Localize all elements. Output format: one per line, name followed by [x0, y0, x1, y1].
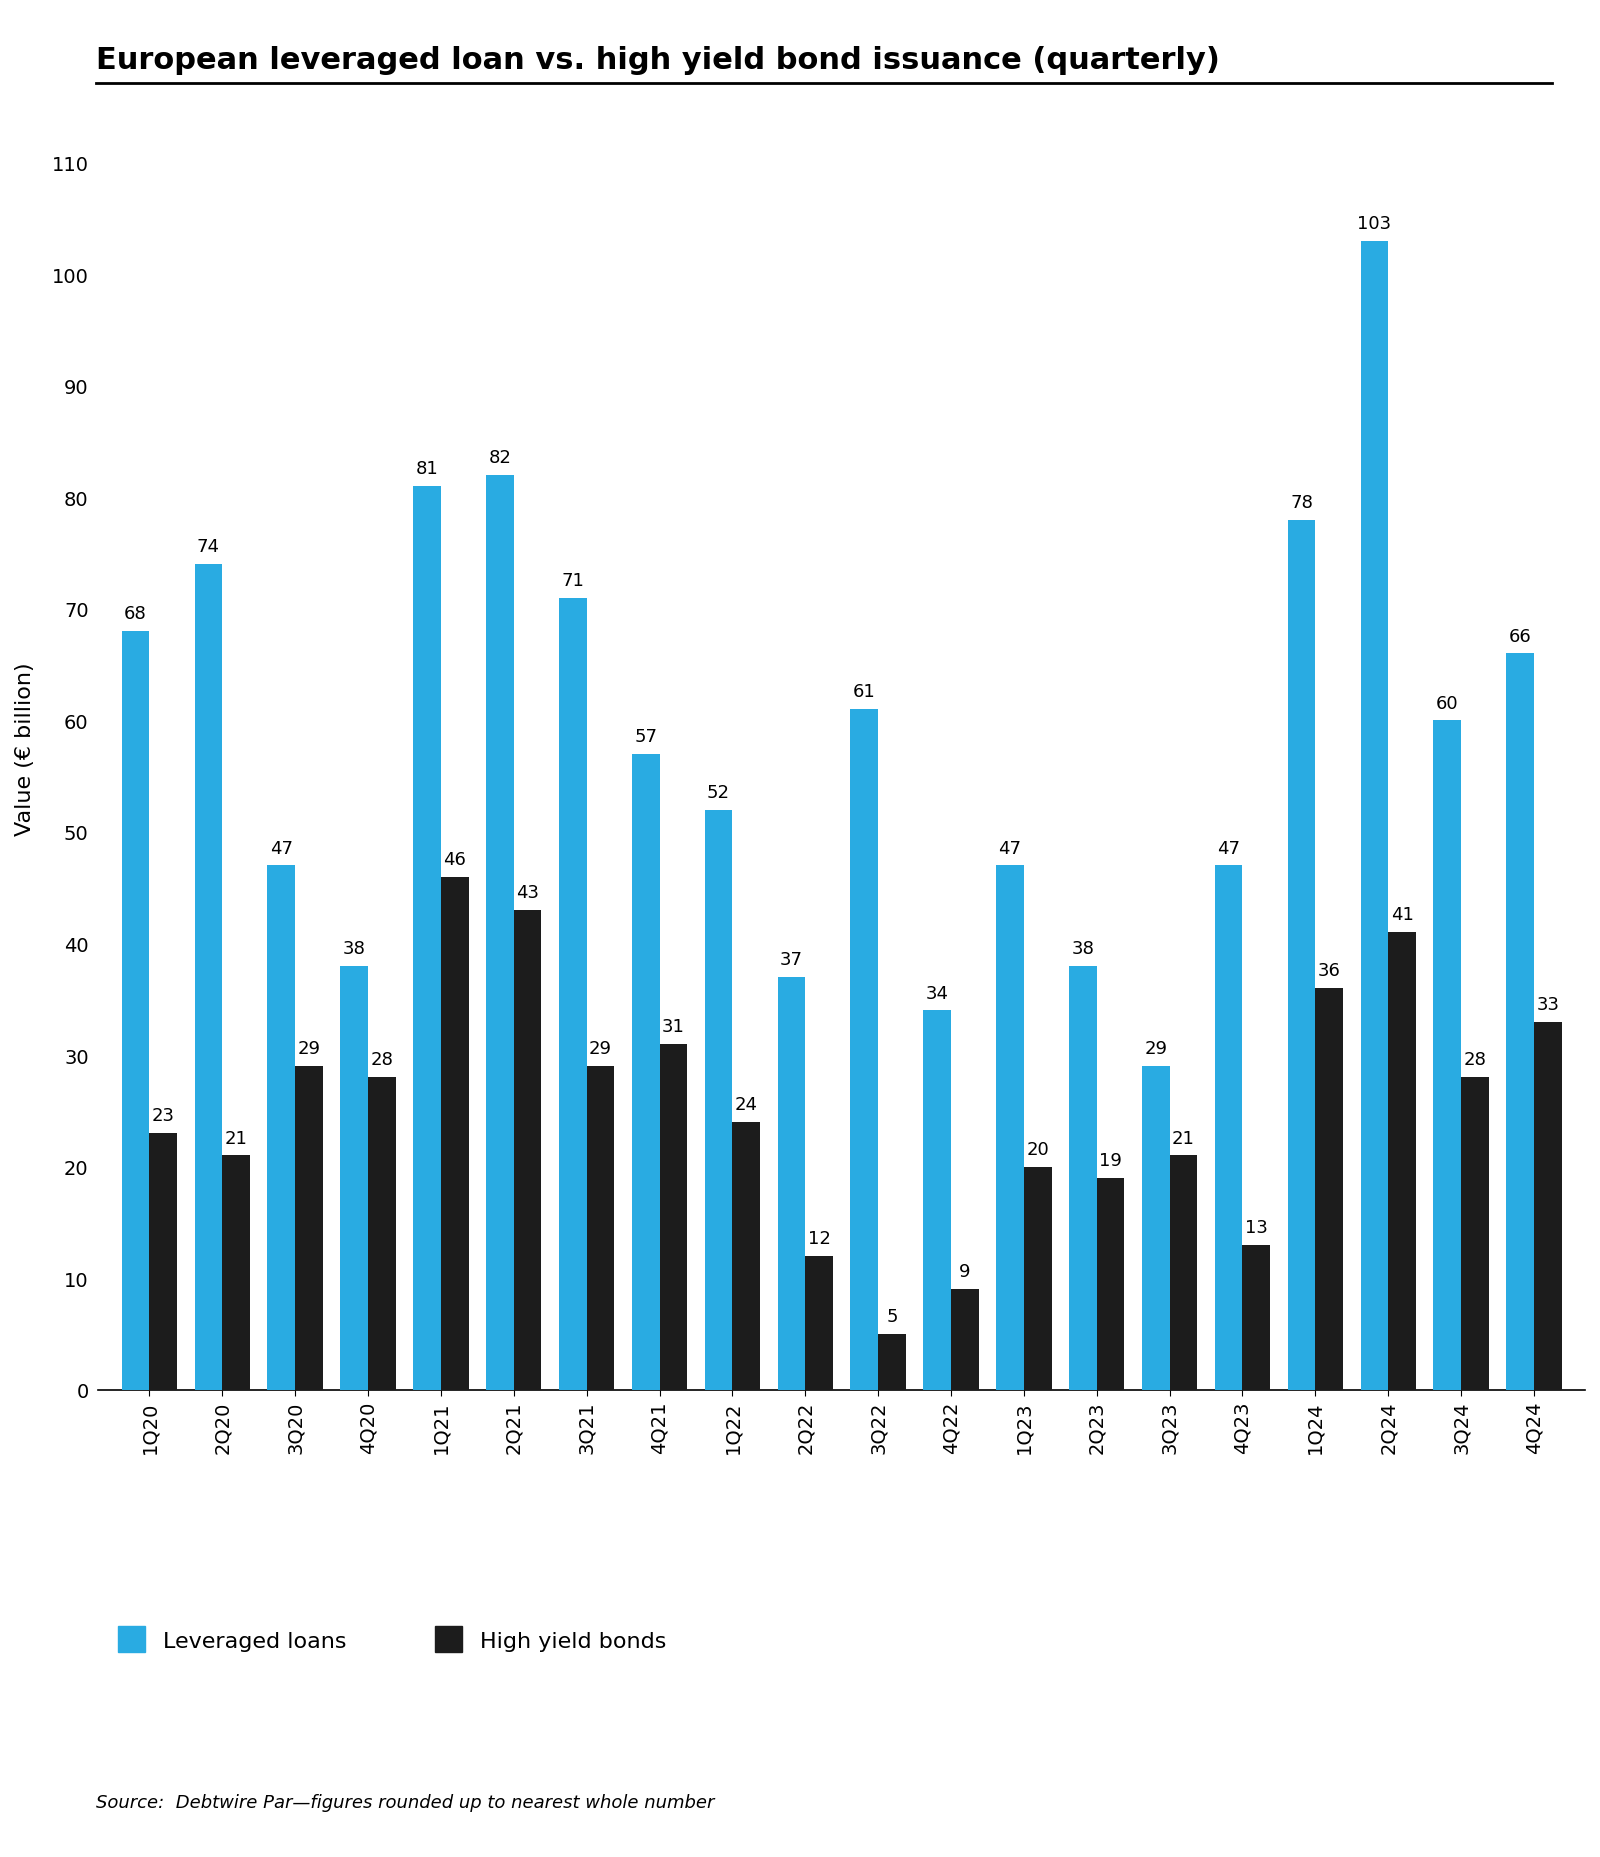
Bar	[294, 1066, 323, 1391]
Text: 71: 71	[562, 572, 584, 589]
Text: European leveraged loan vs. high yield bond issuance (quarterly): European leveraged loan vs. high yield b…	[96, 46, 1219, 76]
Text: 81: 81	[416, 461, 438, 477]
Bar	[1434, 721, 1461, 1391]
Legend: Leveraged loans, High yield bonds: Leveraged loans, High yield bonds	[109, 1617, 675, 1660]
Text: 68: 68	[125, 605, 147, 622]
Text: 21: 21	[1173, 1129, 1195, 1148]
Bar	[733, 1122, 760, 1391]
Bar	[1069, 966, 1096, 1391]
Bar	[368, 1077, 395, 1391]
Text: 13: 13	[1245, 1218, 1267, 1237]
Text: 103: 103	[1357, 215, 1392, 232]
Text: Source:  Debtwire Par—figures rounded up to nearest whole number: Source: Debtwire Par—figures rounded up …	[96, 1792, 714, 1811]
Bar	[632, 754, 659, 1391]
Text: 23: 23	[152, 1107, 174, 1125]
Text: 47: 47	[998, 839, 1021, 858]
Text: 61: 61	[853, 683, 875, 700]
Text: 37: 37	[779, 951, 803, 969]
Bar	[1315, 988, 1342, 1391]
Text: 36: 36	[1318, 962, 1341, 980]
Bar	[1024, 1166, 1051, 1391]
Bar	[1096, 1177, 1125, 1391]
Text: 43: 43	[517, 884, 539, 903]
Text: 29: 29	[589, 1040, 611, 1058]
Text: 12: 12	[808, 1229, 830, 1248]
Bar	[122, 631, 149, 1391]
Bar	[587, 1066, 614, 1391]
Text: 20: 20	[1026, 1140, 1050, 1159]
Bar	[659, 1044, 688, 1391]
Bar	[149, 1133, 178, 1391]
Bar	[1243, 1244, 1270, 1391]
Bar	[1389, 932, 1416, 1391]
Text: 34: 34	[926, 984, 949, 1003]
Text: 29: 29	[298, 1040, 320, 1058]
Text: 21: 21	[224, 1129, 248, 1148]
Bar	[486, 475, 514, 1391]
Text: 38: 38	[1072, 940, 1094, 958]
Text: 47: 47	[1218, 839, 1240, 858]
Text: 82: 82	[488, 449, 512, 466]
Bar	[1142, 1066, 1170, 1391]
Text: 57: 57	[634, 728, 658, 745]
Text: 74: 74	[197, 539, 219, 555]
Bar	[1288, 520, 1315, 1391]
Text: 24: 24	[734, 1096, 758, 1114]
Bar	[558, 598, 587, 1391]
Bar	[1506, 654, 1534, 1391]
Bar	[514, 910, 541, 1391]
Bar	[1214, 865, 1243, 1391]
Text: 66: 66	[1509, 628, 1531, 644]
Text: 41: 41	[1390, 906, 1413, 925]
Bar	[1534, 1021, 1562, 1391]
Text: 28: 28	[1464, 1051, 1486, 1070]
Y-axis label: Value (€ billion): Value (€ billion)	[14, 663, 35, 836]
Bar	[704, 810, 733, 1391]
Bar	[923, 1010, 950, 1391]
Text: 47: 47	[270, 839, 293, 858]
Bar	[341, 966, 368, 1391]
Text: 46: 46	[443, 851, 466, 869]
Bar	[878, 1333, 906, 1391]
Bar	[950, 1289, 979, 1391]
Text: 29: 29	[1144, 1040, 1168, 1058]
Text: 60: 60	[1435, 695, 1459, 711]
Text: 19: 19	[1099, 1151, 1122, 1170]
Bar	[805, 1255, 834, 1391]
Bar	[222, 1155, 250, 1391]
Text: 9: 9	[958, 1263, 971, 1281]
Text: 78: 78	[1290, 494, 1314, 511]
Text: 28: 28	[371, 1051, 394, 1070]
Bar	[1170, 1155, 1197, 1391]
Bar	[778, 977, 805, 1391]
Bar	[442, 877, 469, 1391]
Bar	[997, 865, 1024, 1391]
Text: 52: 52	[707, 784, 730, 802]
Bar	[267, 865, 294, 1391]
Text: 5: 5	[886, 1307, 898, 1326]
Bar	[1360, 241, 1389, 1391]
Bar	[195, 565, 222, 1391]
Bar	[1461, 1077, 1490, 1391]
Text: 38: 38	[342, 940, 366, 958]
Text: 33: 33	[1536, 995, 1560, 1014]
Text: 31: 31	[662, 1018, 685, 1036]
Bar	[413, 487, 442, 1391]
Bar	[851, 709, 878, 1391]
